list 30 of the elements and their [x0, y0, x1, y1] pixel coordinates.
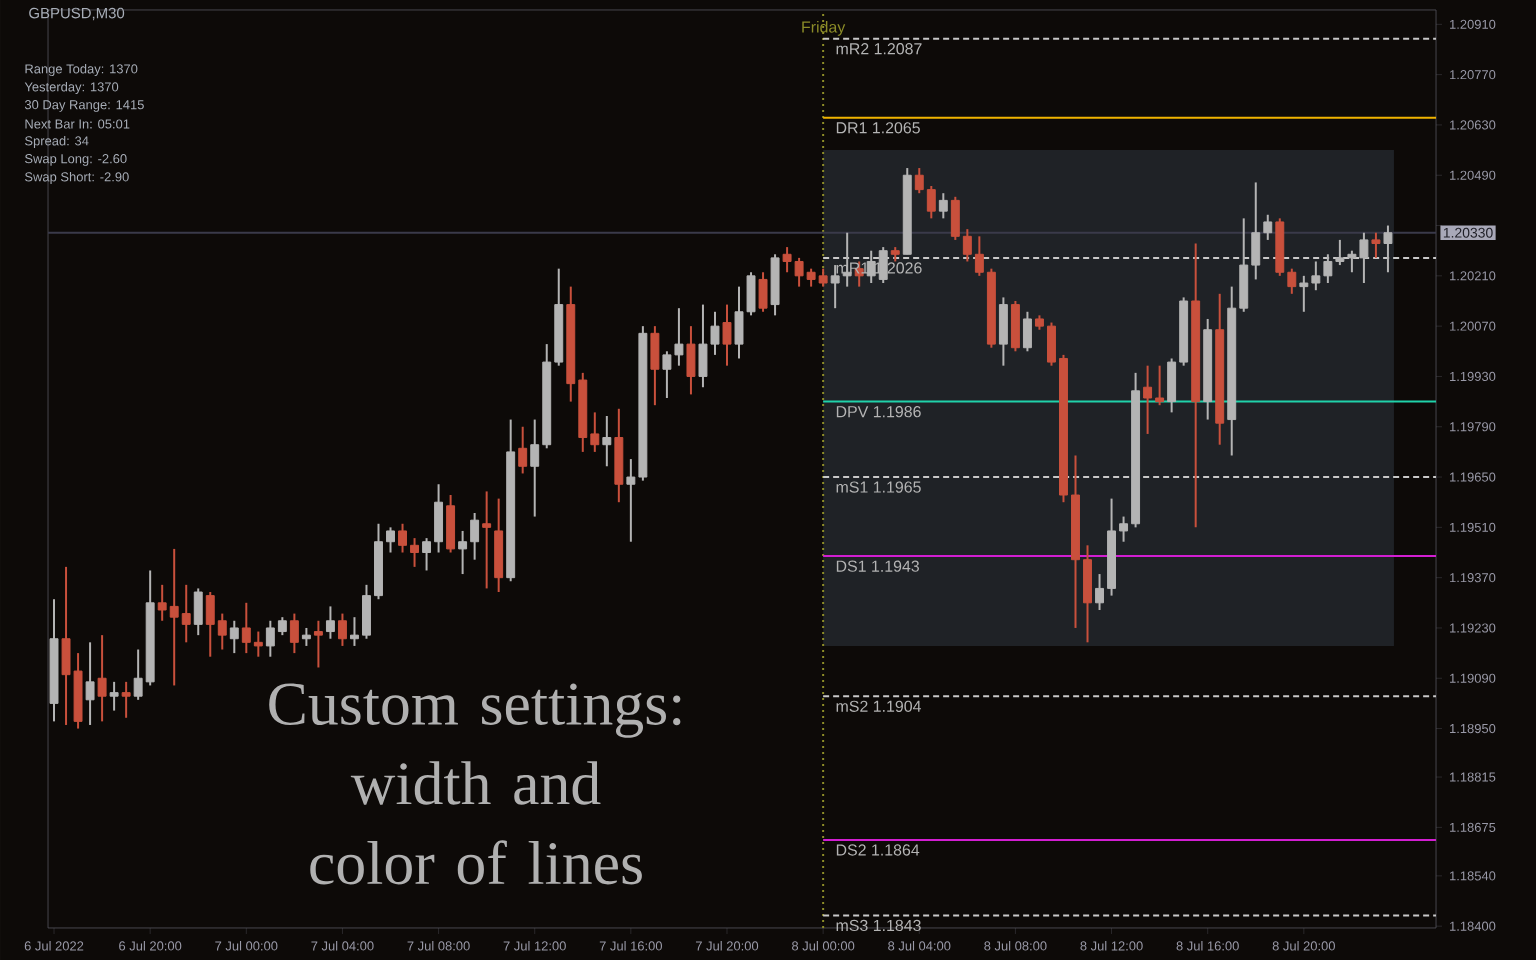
annotation: Custom settings: width and color of lines: [269, 683, 681, 885]
candlestick: [1022, 310, 1032, 353]
candlestick: [1095, 573, 1104, 611]
candlestick: [289, 612, 299, 655]
candlestick: [337, 612, 347, 647]
candlestick: [686, 325, 696, 396]
candlestick: [109, 680, 119, 712]
candlestick: [313, 619, 323, 669]
candlestick: [1083, 544, 1092, 644]
candlestick: [482, 490, 492, 590]
candlestick: [518, 425, 528, 475]
candlestick: [998, 296, 1008, 367]
candlestick: [1383, 224, 1393, 274]
candlestick: [1010, 300, 1020, 353]
candlestick: [97, 634, 107, 723]
candlestick: [650, 325, 660, 407]
candlestick: [758, 271, 768, 313]
candlestick: [602, 414, 612, 468]
candlestick: [121, 680, 131, 719]
candlestick: [193, 587, 203, 637]
candlestick: [1371, 231, 1381, 259]
candlestick: [325, 605, 335, 640]
candlestick: [446, 494, 456, 554]
candlestick: [85, 641, 95, 726]
candlestick: [938, 192, 948, 220]
candlestick: [722, 303, 732, 367]
candlestick: [229, 619, 239, 655]
candlestick: [614, 407, 624, 504]
candlestick: [770, 253, 780, 317]
candlestick: [494, 497, 504, 594]
